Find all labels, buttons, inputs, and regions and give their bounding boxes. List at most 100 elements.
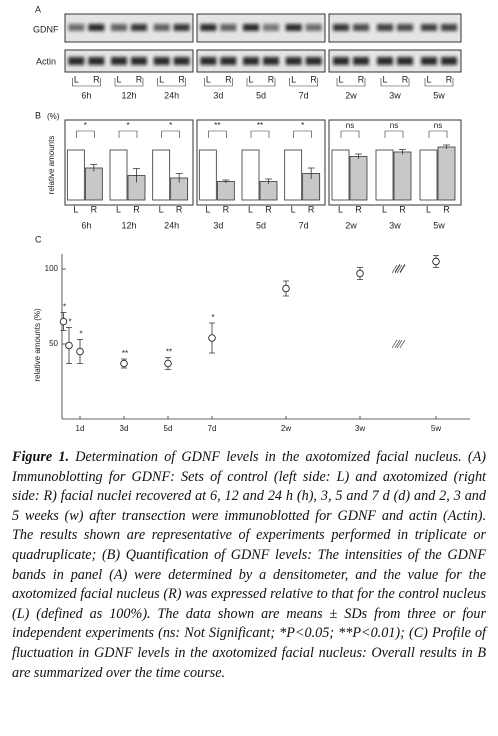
time-label: 5d (256, 90, 266, 100)
time-label: 5w (433, 90, 445, 100)
x-tick-label: 3d (120, 424, 129, 433)
x-tick-label: 5d (164, 424, 173, 433)
blot-band (285, 57, 302, 65)
significance: ** (122, 349, 128, 358)
bar (284, 149, 303, 201)
blot-band (153, 57, 170, 65)
sig-bracket (428, 130, 448, 138)
bar (109, 149, 128, 201)
figure: A B C GDNF Actin (%) relative amounts re… (33, 4, 470, 433)
blot-band (397, 57, 413, 65)
axis-break (391, 339, 403, 349)
blot-band (377, 24, 393, 31)
lane-label: L (74, 74, 79, 84)
lane-label: L (159, 204, 164, 214)
blot-band (243, 24, 259, 31)
blot-band (131, 57, 147, 65)
sig-bracket (250, 130, 270, 138)
sig-bracket (293, 130, 312, 138)
bar (84, 167, 103, 201)
x-tick-label: 3w (355, 424, 365, 433)
blot-band (285, 24, 302, 31)
significance: * (84, 121, 87, 130)
lane-label: L (116, 204, 121, 214)
sig-bracket (208, 130, 227, 138)
blot-frame (64, 13, 194, 43)
bar (419, 149, 438, 201)
significance: ** (166, 348, 172, 357)
bar (393, 151, 412, 201)
significance: * (211, 313, 214, 322)
time-label: 7d (299, 90, 309, 100)
lane-label: L (382, 204, 387, 214)
lane-label: L (248, 74, 253, 84)
lane-label: R (399, 204, 406, 214)
lane-label: L (116, 74, 121, 84)
significance: ns (434, 121, 442, 130)
y-axis-label: relative amounts (%) (33, 308, 42, 382)
blot-band (200, 24, 217, 31)
lane-label: L (426, 204, 431, 214)
x-tick-label: 5w (431, 424, 441, 433)
blot-frame (196, 49, 326, 73)
lane-label: R (176, 204, 183, 214)
x-tick-label: 2w (345, 220, 357, 230)
x-tick-label: 7d (208, 424, 217, 433)
error-bar (307, 167, 315, 179)
bar (375, 149, 394, 201)
significance: * (68, 318, 71, 327)
lane-label: L (291, 74, 296, 84)
x-tick-label: 5w (433, 220, 445, 230)
data-point (356, 269, 364, 278)
error-bar (399, 149, 406, 155)
significance: * (169, 121, 172, 130)
blot-band (353, 24, 369, 31)
x-tick-label: 24h (164, 220, 179, 230)
plot-frame (196, 119, 326, 206)
error-bar (133, 168, 140, 183)
blot-band (305, 57, 322, 65)
lane-label: R (225, 74, 232, 84)
significance: ns (346, 121, 354, 130)
bar (349, 156, 368, 201)
data-point (59, 317, 68, 326)
time-label: 3d (213, 90, 223, 100)
bar (331, 149, 350, 201)
lane-label: L (206, 74, 211, 84)
plot-frame (64, 119, 194, 206)
lane-bracket (380, 78, 410, 87)
blot-band (377, 57, 393, 65)
x-tick-label: 2w (281, 424, 291, 433)
x-tick-label: 5d (256, 220, 266, 230)
blot-band (220, 24, 237, 31)
blot-band (88, 57, 105, 65)
time-label: 24h (164, 90, 179, 100)
y-axis-label: relative amounts (47, 136, 56, 195)
data-point (120, 359, 128, 368)
significance: ns (390, 121, 398, 130)
panel-label: A (35, 4, 41, 14)
bar (216, 181, 235, 201)
lane-label: R (355, 204, 362, 214)
lane-label: R (223, 204, 230, 214)
lane-label: L (205, 204, 210, 214)
lane-bracket (204, 78, 233, 87)
lane-label: R (91, 204, 98, 214)
lane-label: R (446, 74, 453, 84)
lane-label: L (338, 74, 343, 84)
blot-band (305, 24, 322, 31)
error-bar (222, 179, 230, 183)
blot-frame (64, 49, 194, 73)
blot-band (200, 57, 217, 65)
lane-label: R (93, 74, 100, 84)
lane-label: L (73, 204, 78, 214)
blot-row-label: Actin (36, 56, 56, 66)
axis-break (394, 339, 406, 349)
blot-band (173, 57, 190, 65)
lane-label: R (308, 204, 315, 214)
panel-label: B (35, 110, 41, 120)
lane-label: R (358, 74, 365, 84)
data-point (65, 341, 73, 350)
error-bar (90, 164, 98, 172)
